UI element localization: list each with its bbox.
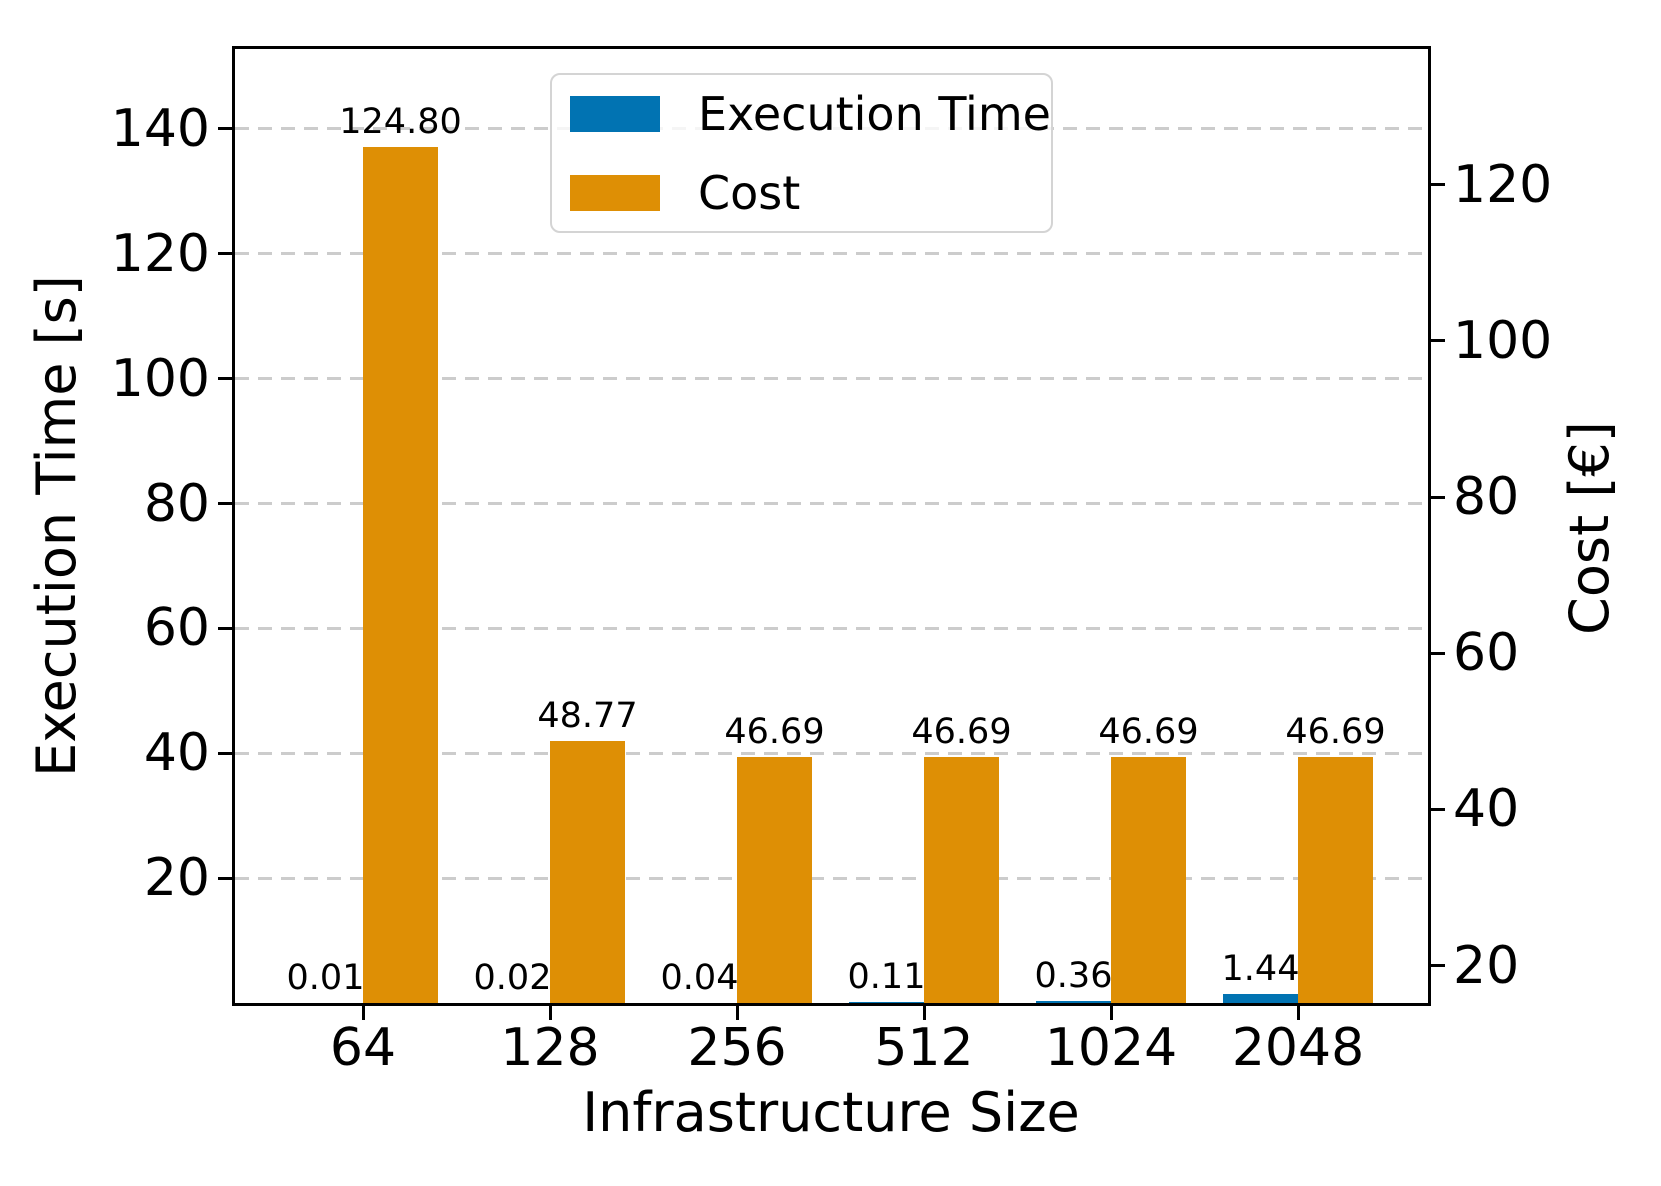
x-tick-1024 (1109, 1006, 1113, 1020)
gridline-y-100 (235, 377, 1428, 381)
x-tick-64 (361, 1006, 365, 1020)
x-tick-2048 (1296, 1006, 1300, 1020)
left-tick-40 (218, 751, 232, 755)
x-tick-256 (735, 1006, 739, 1020)
gridline-y-80 (235, 502, 1428, 506)
left-tick-label-140: 140 (110, 98, 210, 159)
gridline-y-60 (235, 626, 1428, 630)
right-tick-label-40: 40 (1453, 779, 1520, 840)
legend-label-cost: Cost (698, 165, 801, 220)
left-tick-80 (218, 502, 232, 506)
left-tick-label-20: 20 (143, 848, 210, 909)
left-tick-20 (218, 876, 232, 880)
value-label-cost-64: 124.80 (339, 102, 462, 143)
x-tick-128 (548, 1006, 552, 1020)
legend-row-cost: Cost (570, 170, 1051, 216)
x-axis-title: Infrastructure Size (582, 1081, 1080, 1144)
value-label-execution-time-1024: 0.36 (1034, 955, 1113, 996)
value-label-cost-512: 46.69 (911, 712, 1012, 753)
bar-execution-time-2048 (1223, 994, 1298, 1003)
right-tick-40 (1431, 807, 1445, 811)
left-tick-60 (218, 626, 232, 630)
left-tick-label-100: 100 (110, 348, 210, 409)
y-axis-title-left: Execution Time [s] (25, 275, 88, 777)
x-tick-label-1024: 1024 (1044, 1018, 1178, 1078)
bar-cost-2048 (1298, 757, 1373, 1003)
x-tick-label-64: 64 (329, 1018, 397, 1078)
bar-cost-256 (737, 757, 812, 1003)
right-tick-60 (1431, 651, 1445, 655)
value-label-cost-2048: 46.69 (1285, 712, 1386, 753)
bar-execution-time-1024 (1036, 1000, 1111, 1003)
right-tick-80 (1431, 495, 1445, 499)
value-label-cost-128: 48.77 (537, 695, 638, 736)
value-label-execution-time-128: 0.02 (473, 957, 552, 998)
right-tick-label-100: 100 (1453, 310, 1553, 371)
x-tick-label-128: 128 (500, 1018, 600, 1078)
right-tick-100 (1431, 339, 1445, 343)
x-tick-512 (922, 1006, 926, 1020)
bar-cost-512 (924, 757, 999, 1003)
value-label-cost-1024: 46.69 (1098, 712, 1199, 753)
left-tick-label-60: 60 (143, 598, 210, 659)
left-tick-120 (218, 252, 232, 256)
right-tick-label-60: 60 (1453, 623, 1520, 684)
x-tick-label-2048: 2048 (1231, 1018, 1365, 1078)
legend-swatch-execution-time (570, 95, 660, 132)
left-tick-140 (218, 127, 232, 131)
value-label-execution-time-64: 0.01 (286, 957, 365, 998)
gridline-y-120 (235, 252, 1428, 256)
legend-label-execution-time: Execution Time (698, 86, 1051, 141)
left-tick-label-120: 120 (110, 223, 210, 284)
bar-cost-1024 (1111, 757, 1186, 1003)
bar-execution-time-512 (849, 1002, 924, 1003)
legend-swatch-cost (570, 174, 660, 211)
legend: Execution Time Cost (550, 73, 1053, 233)
right-tick-120 (1431, 183, 1445, 187)
bar-cost-64 (363, 147, 438, 1003)
value-label-execution-time-2048: 1.44 (1221, 949, 1300, 989)
y-axis-title-right: Cost [€] (1558, 421, 1621, 635)
value-label-cost-256: 46.69 (724, 712, 825, 753)
x-tick-label-512: 512 (874, 1018, 974, 1078)
value-label-execution-time-256: 0.04 (660, 957, 739, 998)
right-tick-label-80: 80 (1453, 467, 1520, 528)
right-tick-label-120: 120 (1453, 154, 1553, 215)
gridline-y-40 (235, 751, 1428, 755)
right-tick-label-20: 20 (1453, 935, 1520, 996)
bar-cost-128 (550, 740, 625, 1003)
left-tick-100 (218, 377, 232, 381)
legend-row-execution-time: Execution Time (570, 91, 1051, 137)
gridline-y-20 (235, 876, 1428, 880)
left-tick-label-80: 80 (143, 473, 210, 534)
right-tick-20 (1431, 964, 1445, 968)
value-label-execution-time-512: 0.11 (847, 957, 926, 998)
left-tick-label-40: 40 (143, 723, 210, 784)
x-tick-label-256: 256 (687, 1018, 787, 1078)
